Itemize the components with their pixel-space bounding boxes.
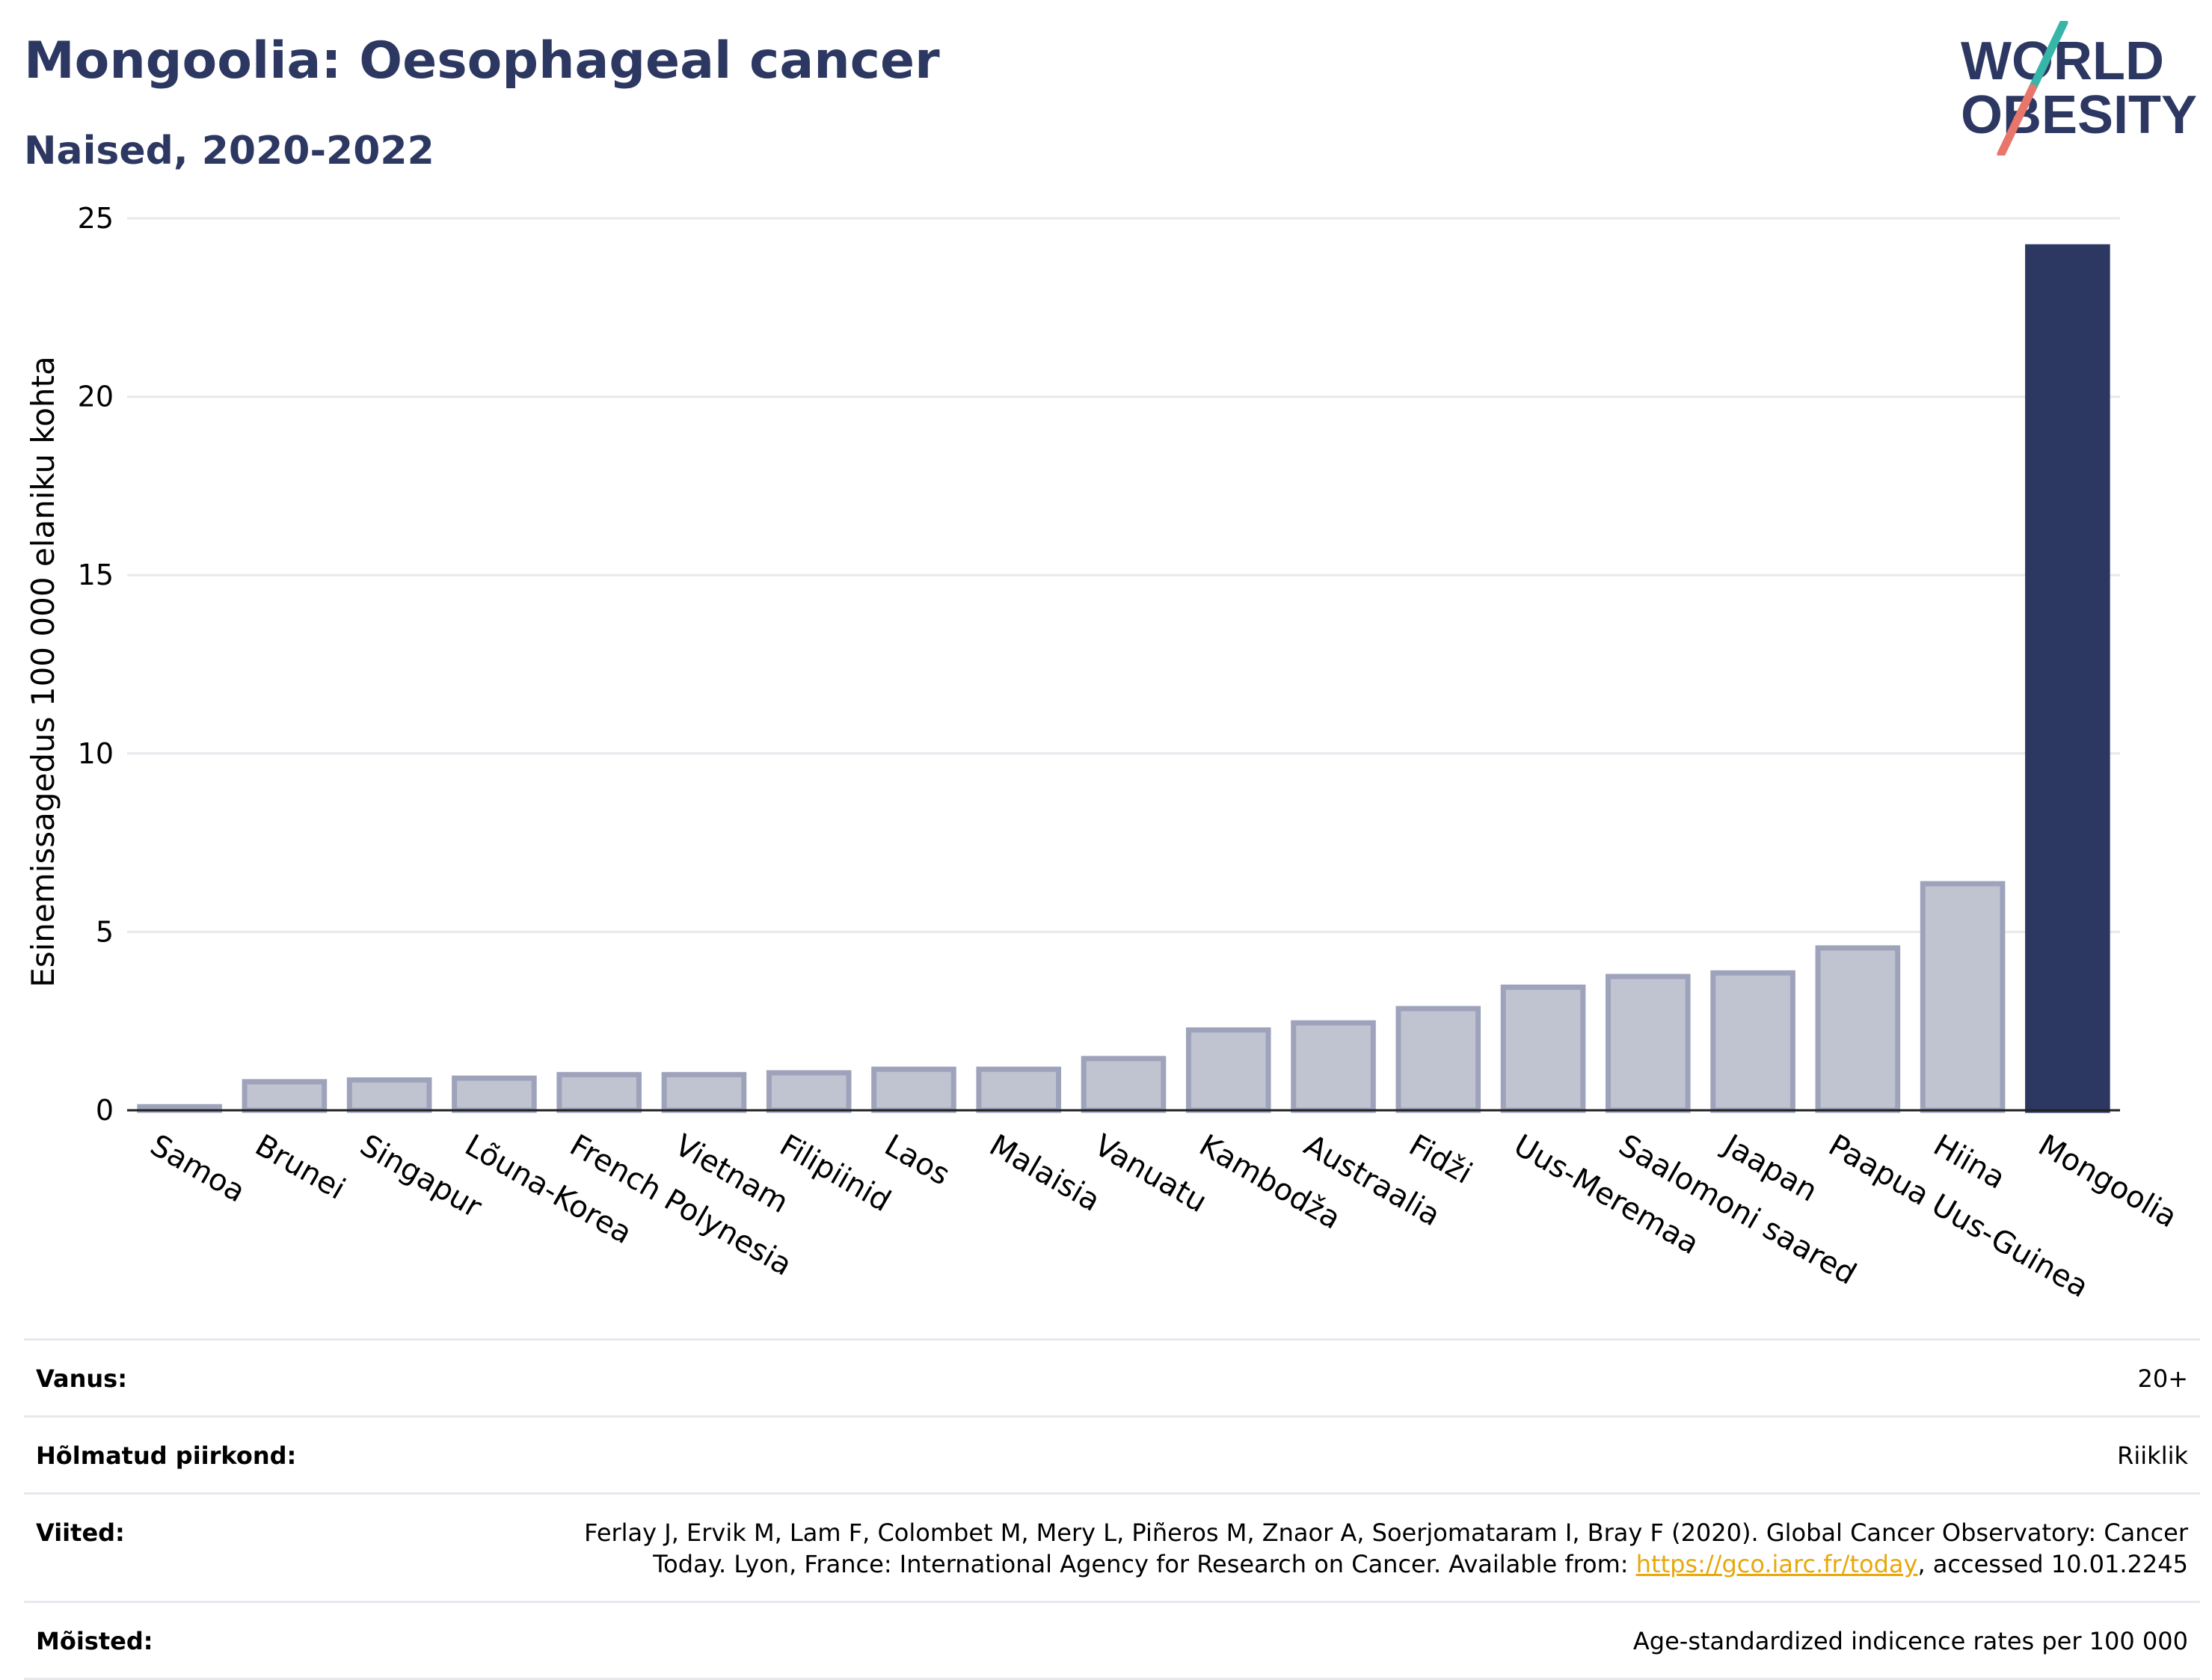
meta-row-age: Vanus: 20+ xyxy=(24,1338,2200,1415)
bar-kambodža xyxy=(1185,1027,1271,1113)
x-tick-label: Brunei xyxy=(249,1128,351,1207)
x-tick-label: Fidži xyxy=(1403,1128,1478,1191)
logo-slash-teal xyxy=(2028,21,2068,93)
bar-malaisia xyxy=(976,1066,1062,1113)
meta-row-coverage: Hõlmatud piirkond: Riiklik xyxy=(24,1415,2200,1492)
y-tick-label: 20 xyxy=(78,381,114,413)
bar-french-polynesia xyxy=(556,1071,642,1113)
references-value: Ferlay J, Ervik M, Lam F, Colombet M, Me… xyxy=(580,1517,2188,1580)
age-label: Vanus: xyxy=(36,1364,128,1393)
x-tick-label: Filipiinid xyxy=(774,1128,897,1219)
bar-vanuatu xyxy=(1081,1056,1167,1113)
logo-line1: WORLD xyxy=(1961,31,2164,91)
references-text: Ferlay J, Ervik M, Lam F, Colombet M, Me… xyxy=(584,1519,2188,1578)
references-label: Viited: xyxy=(36,1519,125,1547)
bar-paapua-uus-guinea xyxy=(1815,945,1901,1113)
bar-fidži xyxy=(1395,1006,1481,1113)
x-tick-label: Laos xyxy=(879,1128,956,1193)
logo-slash-coral xyxy=(1997,84,2037,156)
bar-singapur xyxy=(346,1077,432,1113)
y-axis-ticks: 0 5 10 15 20 25 xyxy=(78,202,114,1127)
bar-brunei xyxy=(242,1079,328,1113)
bar-jaapan xyxy=(1710,970,1795,1113)
x-tick-label: Uus-Meremaa xyxy=(1508,1128,1705,1261)
y-tick-label: 5 xyxy=(96,915,114,948)
meta-row-definitions: Mõisted: Age-standardized indicence rate… xyxy=(24,1601,2200,1680)
bars xyxy=(137,244,2110,1113)
bar-saalomoni-saared xyxy=(1606,973,1691,1113)
coverage-value: Riiklik xyxy=(2117,1441,2188,1470)
bar-filipiinid xyxy=(766,1070,852,1113)
bar-uus-meremaa xyxy=(1500,984,1586,1113)
references-accessed: , accessed 10.01.2245 xyxy=(1917,1550,2188,1578)
logo-line2: OBESITY xyxy=(1961,85,2197,145)
chart-subtitle: Naised, 2020-2022 xyxy=(24,129,434,173)
y-tick-label: 15 xyxy=(78,559,114,591)
grid-lines xyxy=(127,217,2120,933)
references-link[interactable]: https://gco.iarc.fr/today xyxy=(1635,1550,1918,1578)
x-tick-label: Samoa xyxy=(144,1128,251,1210)
world-obesity-logo: WORLD OBESITY xyxy=(1961,21,2197,156)
bar-laos xyxy=(871,1066,956,1113)
bar-lõuna-korea xyxy=(452,1075,537,1113)
x-tick-label: Vanuatu xyxy=(1089,1128,1213,1219)
chart-title: Mongoolia: Oesophageal cancer xyxy=(24,31,940,90)
bar-mongoolia xyxy=(2025,244,2110,1113)
x-tick-label: Mongoolia xyxy=(2033,1128,2183,1235)
meta-row-references: Viited: Ferlay J, Ervik M, Lam F, Colomb… xyxy=(24,1492,2200,1601)
y-tick-label: 25 xyxy=(78,202,114,235)
y-axis-label: Esinemissagedus 100 000 elaniku kohta xyxy=(25,356,61,988)
coverage-label: Hõlmatud piirkond: xyxy=(36,1441,297,1470)
y-tick-label: 0 xyxy=(96,1094,114,1127)
metadata-table: Vanus: 20+ Hõlmatud piirkond: Riiklik Vi… xyxy=(24,1338,2200,1680)
bar-vietnam xyxy=(661,1071,747,1113)
definitions-label: Mõisted: xyxy=(36,1627,153,1655)
x-tick-label: Malaisia xyxy=(983,1128,1105,1219)
age-value: 20+ xyxy=(2137,1364,2188,1393)
bar-austraalia xyxy=(1291,1020,1376,1113)
definitions-value: Age-standardized indicence rates per 100… xyxy=(1632,1627,2188,1655)
bar-hiina xyxy=(1920,881,2006,1113)
y-tick-label: 10 xyxy=(78,737,114,770)
